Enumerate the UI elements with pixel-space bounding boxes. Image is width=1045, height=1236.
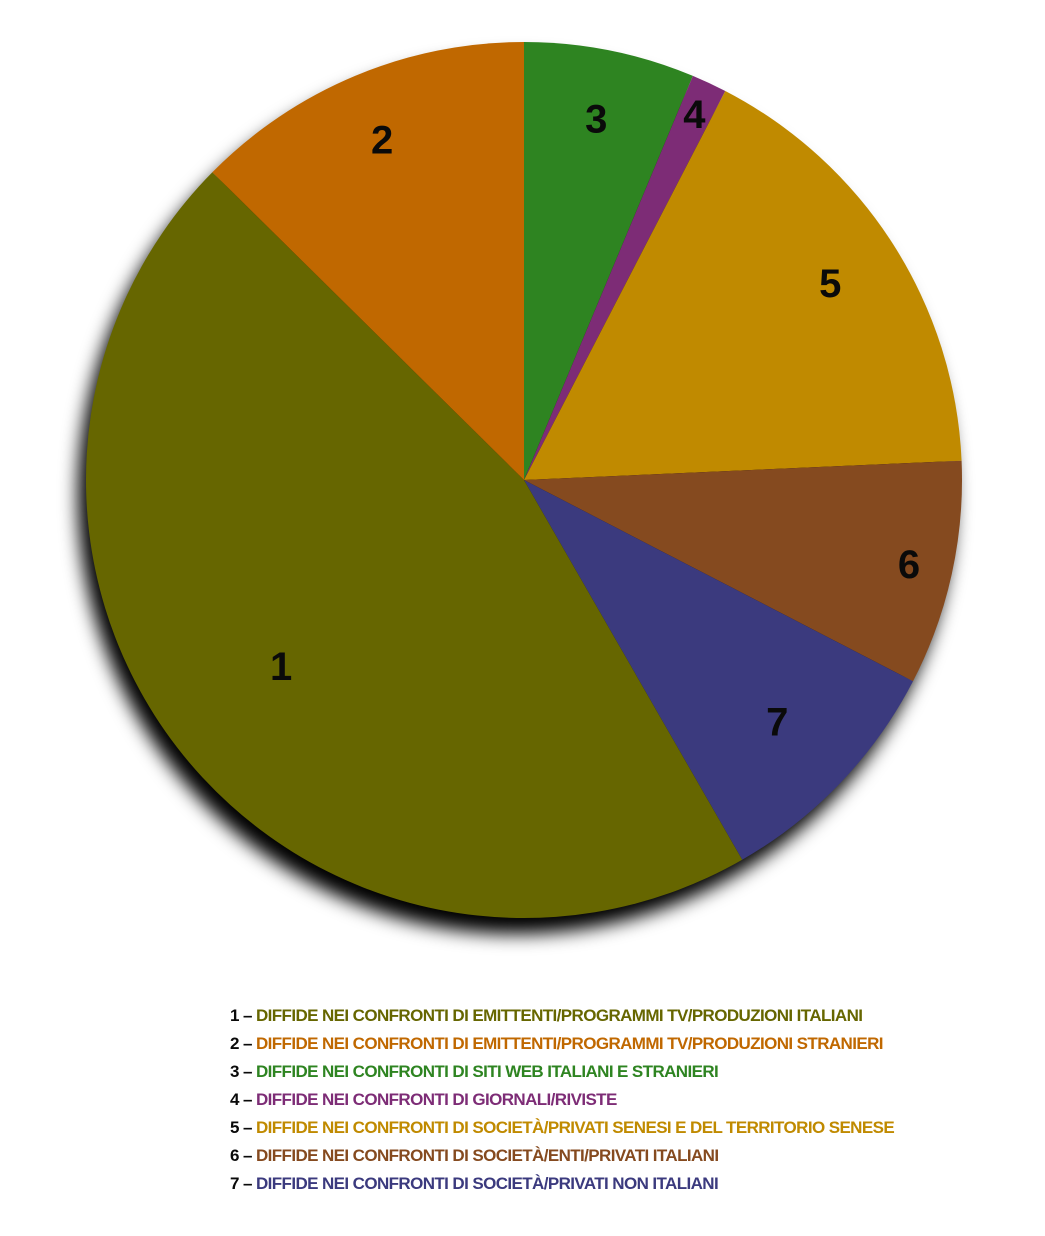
pie-chart-svg: 3 4 5 6 7 1 2	[78, 42, 963, 934]
legend-label: DIFFIDE NEI CONFRONTI DI EMITTENTI/PROGR…	[255, 1034, 884, 1053]
legend-dash: –	[242, 1006, 252, 1025]
legend-number: 1	[230, 1006, 239, 1025]
slice-label-4: 4	[683, 93, 706, 137]
legend-dash: –	[242, 1118, 252, 1137]
pie-chart: 3 4 5 6 7 1 2	[78, 42, 963, 934]
legend-item-3: 3 – DIFFIDE NEI CONFRONTI DI SITI WEB IT…	[230, 1058, 1030, 1086]
pie-slice-7	[524, 480, 913, 860]
pie-slice-2	[212, 42, 524, 480]
legend-label: DIFFIDE NEI CONFRONTI DI SOCIETÀ/ENTI/PR…	[255, 1146, 719, 1165]
pie-slice-4	[524, 75, 726, 481]
legend-label: DIFFIDE NEI CONFRONTI DI SITI WEB ITALIA…	[255, 1062, 719, 1081]
pie-slice-3	[524, 42, 693, 480]
legend-number: 3	[230, 1062, 239, 1081]
legend-number: 5	[230, 1118, 239, 1137]
legend-item-1: 1 – DIFFIDE NEI CONFRONTI DI EMITTENTI/P…	[230, 1002, 1030, 1030]
legend-label: DIFFIDE NEI CONFRONTI DI EMITTENTI/PROGR…	[255, 1006, 863, 1025]
slice-label-6: 6	[898, 543, 920, 587]
legend-dash: –	[242, 1034, 252, 1053]
pie-slice-labels: 3 4 5 6 7 1 2	[270, 93, 920, 744]
legend-item-2: 2 – DIFFIDE NEI CONFRONTI DI EMITTENTI/P…	[230, 1030, 1030, 1058]
slice-label-5: 5	[819, 262, 841, 306]
slice-label-3: 3	[585, 97, 607, 141]
slice-label-2: 2	[371, 119, 393, 163]
legend-dash: –	[242, 1090, 252, 1109]
legend-label: DIFFIDE NEI CONFRONTI DI SOCIETÀ/PRIVATI…	[255, 1118, 895, 1137]
legend-number: 6	[230, 1146, 239, 1165]
legend-dash: –	[242, 1062, 252, 1081]
legend-label: DIFFIDE NEI CONFRONTI DI SOCIETÀ/PRIVATI…	[255, 1174, 719, 1193]
legend-number: 4	[230, 1090, 239, 1109]
legend-item-5: 5 – DIFFIDE NEI CONFRONTI DI SOCIETÀ/PRI…	[230, 1114, 1030, 1142]
legend-item-4: 4 – DIFFIDE NEI CONFRONTI DI GIORNALI/RI…	[230, 1086, 1030, 1114]
legend-item-6: 6 – DIFFIDE NEI CONFRONTI DI SOCIETÀ/ENT…	[230, 1142, 1030, 1170]
slice-label-7: 7	[766, 700, 788, 744]
legend-dash: –	[242, 1174, 252, 1193]
slice-label-1: 1	[270, 645, 292, 689]
legend: 1 – DIFFIDE NEI CONFRONTI DI EMITTENTI/P…	[230, 1002, 1030, 1198]
pie-slice-5	[524, 91, 962, 480]
pie-slice-6	[524, 460, 963, 682]
pie-slices	[85, 42, 963, 919]
pie-slice-1	[85, 172, 743, 919]
legend-number: 7	[230, 1174, 239, 1193]
legend-number: 2	[230, 1034, 239, 1053]
legend-dash: –	[242, 1146, 252, 1165]
legend-item-7: 7 – DIFFIDE NEI CONFRONTI DI SOCIETÀ/PRI…	[230, 1170, 1030, 1198]
legend-label: DIFFIDE NEI CONFRONTI DI GIORNALI/RIVIST…	[255, 1090, 617, 1109]
